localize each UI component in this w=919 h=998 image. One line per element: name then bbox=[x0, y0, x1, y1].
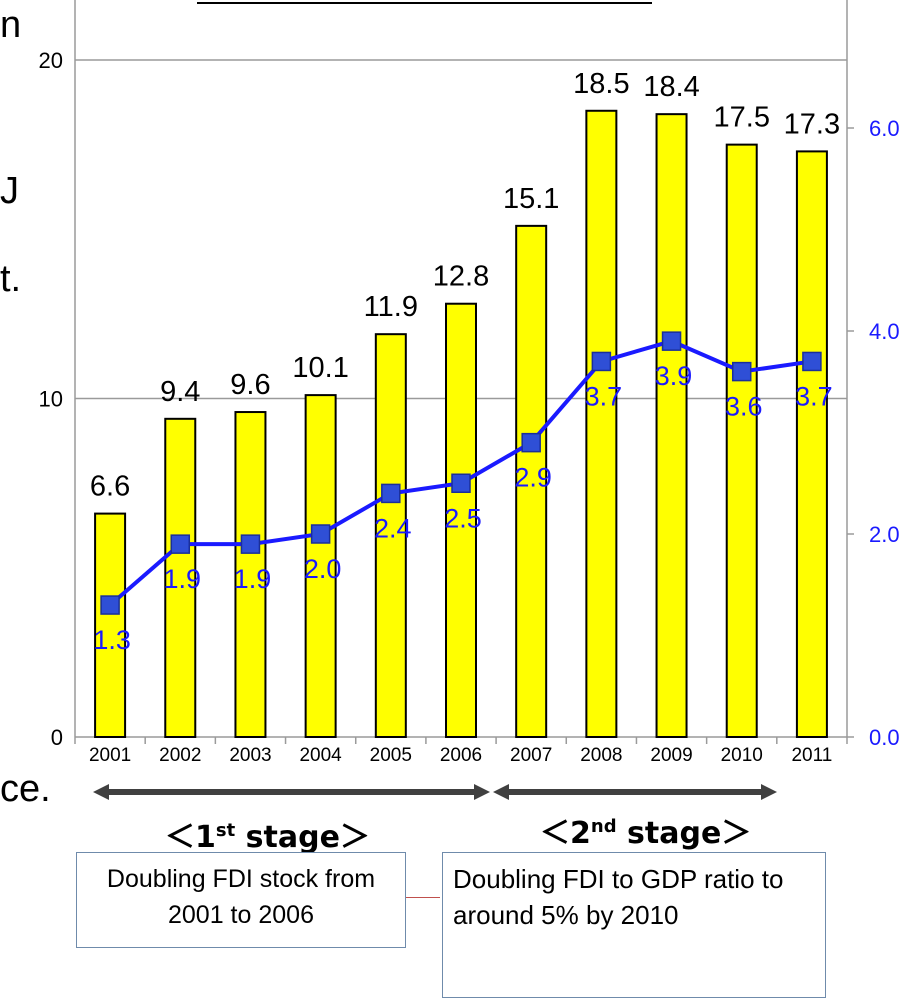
bar bbox=[445, 302, 477, 738]
x-tick-label: 2011 bbox=[791, 745, 832, 766]
x-tick-label: 2009 bbox=[650, 745, 692, 766]
ratio-marker bbox=[661, 331, 682, 351]
ratio-value-label: 3.7 bbox=[585, 381, 623, 411]
stage-1-note: Doubling FDI stock from 2001 to 2006 bbox=[76, 852, 406, 948]
left-text-fragment-1: n bbox=[0, 4, 22, 46]
bar bbox=[585, 109, 618, 738]
y-left-tick-label: 20 bbox=[39, 48, 63, 73]
ratio-marker bbox=[240, 534, 261, 554]
x-tick-label: 2005 bbox=[370, 745, 412, 766]
ratio-value-label: 1.9 bbox=[163, 564, 201, 594]
x-tick-label: 2007 bbox=[510, 745, 552, 766]
y-left-tick-label: 0 bbox=[51, 725, 63, 750]
x-tick-label: 2004 bbox=[299, 745, 342, 766]
ratio-value-label: 3.6 bbox=[725, 392, 763, 422]
ratio-marker bbox=[170, 534, 191, 554]
ratio-value-label: 3.9 bbox=[655, 361, 693, 391]
bar bbox=[725, 143, 758, 738]
bar bbox=[515, 224, 548, 739]
stage-1-label: ＜1st stage＞ bbox=[165, 812, 370, 856]
ratio-value-label: 2.0 bbox=[304, 554, 342, 584]
y-right-tick-label: 0.0 bbox=[869, 725, 900, 750]
x-tick-label: 2001 bbox=[89, 745, 131, 766]
bar-value-label: 10.1 bbox=[292, 352, 348, 384]
ratio-marker bbox=[310, 524, 331, 544]
ratio-marker bbox=[381, 483, 401, 504]
stage-2-arrow-head-left bbox=[493, 784, 509, 800]
ratio-marker bbox=[521, 432, 541, 453]
ratio-marker bbox=[731, 361, 752, 382]
bar bbox=[164, 417, 197, 738]
stage-2-note: Doubling FDI to GDP ratio to around 5% b… bbox=[442, 852, 826, 998]
stage-2-arrow-head-right bbox=[761, 784, 777, 800]
ratio-marker bbox=[591, 351, 612, 372]
bar-value-label: 12.8 bbox=[433, 261, 489, 293]
bar-value-label: 9.6 bbox=[230, 369, 270, 401]
bar bbox=[304, 394, 337, 738]
left-text-fragment-2: J bbox=[0, 170, 19, 212]
bar-value-label: 18.5 bbox=[573, 68, 629, 100]
ratio-value-label: 3.7 bbox=[795, 381, 833, 411]
bar bbox=[655, 113, 688, 739]
bar bbox=[94, 512, 127, 739]
stage-2-label-prefix: ＜2 bbox=[540, 816, 591, 851]
bar-value-label: 18.4 bbox=[643, 71, 699, 103]
y-left-tick-label: 10 bbox=[39, 387, 63, 412]
stage-2-label: ＜2nd stage＞ bbox=[540, 808, 751, 852]
bar-value-label: 11.9 bbox=[364, 291, 418, 323]
bar bbox=[795, 150, 828, 738]
x-tick-label: 2008 bbox=[580, 745, 622, 766]
ratio-value-label: 1.9 bbox=[234, 564, 272, 594]
stage-2-label-suffix: stage＞ bbox=[616, 816, 752, 851]
y-right-tick-label: 4.0 bbox=[869, 319, 900, 344]
left-text-fragment-4: ce. bbox=[0, 768, 51, 810]
ratio-value-label: 2.5 bbox=[444, 503, 482, 533]
title-underline bbox=[197, 2, 652, 4]
bar bbox=[374, 333, 407, 738]
ratio-marker bbox=[451, 473, 471, 493]
bar bbox=[234, 411, 267, 738]
y-right-tick-label: 2.0 bbox=[869, 522, 900, 547]
bar-value-label: 6.6 bbox=[90, 471, 130, 503]
x-tick-label: 2003 bbox=[229, 745, 271, 766]
x-tick-label: 2006 bbox=[440, 745, 482, 766]
ratio-value-label: 2.9 bbox=[514, 463, 552, 493]
stage-1-label-sup: st bbox=[215, 820, 236, 841]
ratio-value-label: 2.4 bbox=[374, 513, 412, 543]
bar-value-label: 15.1 bbox=[503, 183, 559, 215]
bar-value-label: 9.4 bbox=[160, 376, 200, 408]
ratio-marker bbox=[100, 595, 120, 615]
stage-1-label-suffix: stage＞ bbox=[235, 820, 370, 855]
y-right-tick-label: 6.0 bbox=[869, 116, 900, 141]
stage-1-arrow-head-right bbox=[474, 784, 490, 800]
stage-1-arrow-head-left bbox=[93, 784, 109, 800]
x-tick-label: 2010 bbox=[721, 745, 763, 766]
stage-1-label-prefix: ＜1 bbox=[165, 820, 216, 855]
x-tick-label: 2002 bbox=[159, 745, 201, 766]
left-text-fragment-3: t. bbox=[0, 258, 22, 300]
ratio-marker bbox=[802, 351, 822, 372]
stage-2-label-sup: nd bbox=[590, 816, 617, 837]
bar-value-label: 17.3 bbox=[784, 108, 840, 140]
ratio-value-label: 1.3 bbox=[93, 625, 131, 655]
bar-value-label: 17.5 bbox=[714, 102, 770, 134]
